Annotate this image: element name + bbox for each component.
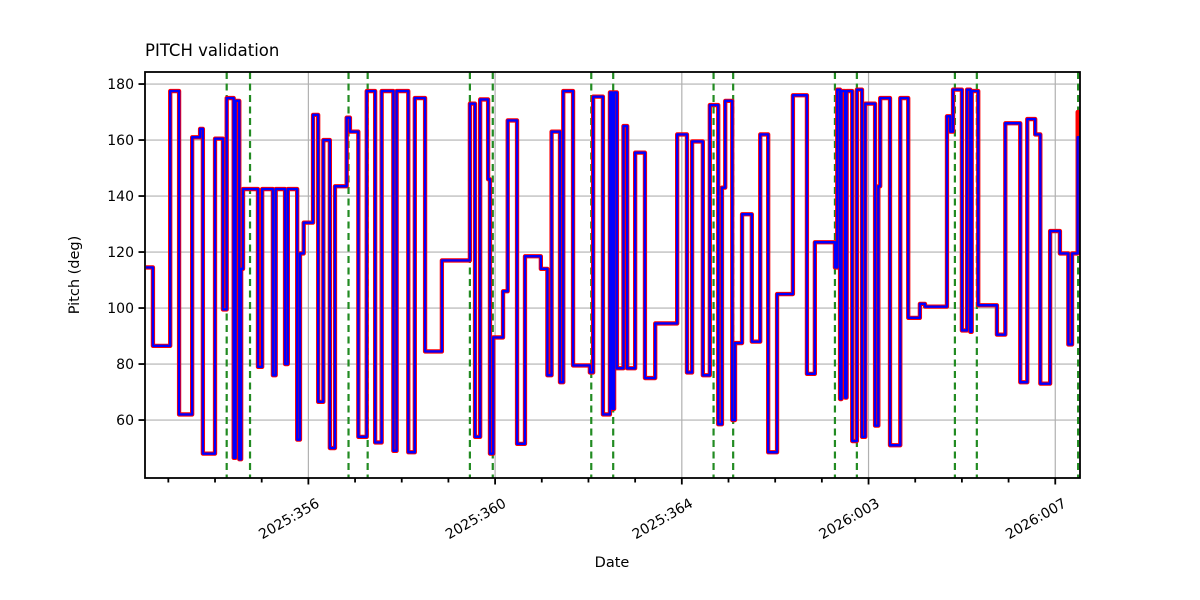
y-axis-label: Pitch (deg) [67,236,83,315]
y-tick-label: 140 [107,189,134,205]
y-tick-label: 60 [116,413,134,429]
y-tick-label: 120 [107,245,134,261]
y-tick-label: 100 [107,301,134,317]
series-estimated-pitch [145,88,1080,461]
x-axis-label: Date [595,555,630,571]
y-tick-label: 180 [107,77,134,93]
y-tick-label: 160 [107,133,134,149]
axes-frame [144,71,1081,479]
chart-title: PITCH validation [145,41,279,60]
axes-layer [138,71,1081,485]
y-tick-label: 80 [116,357,134,373]
series-layer [145,87,1080,462]
